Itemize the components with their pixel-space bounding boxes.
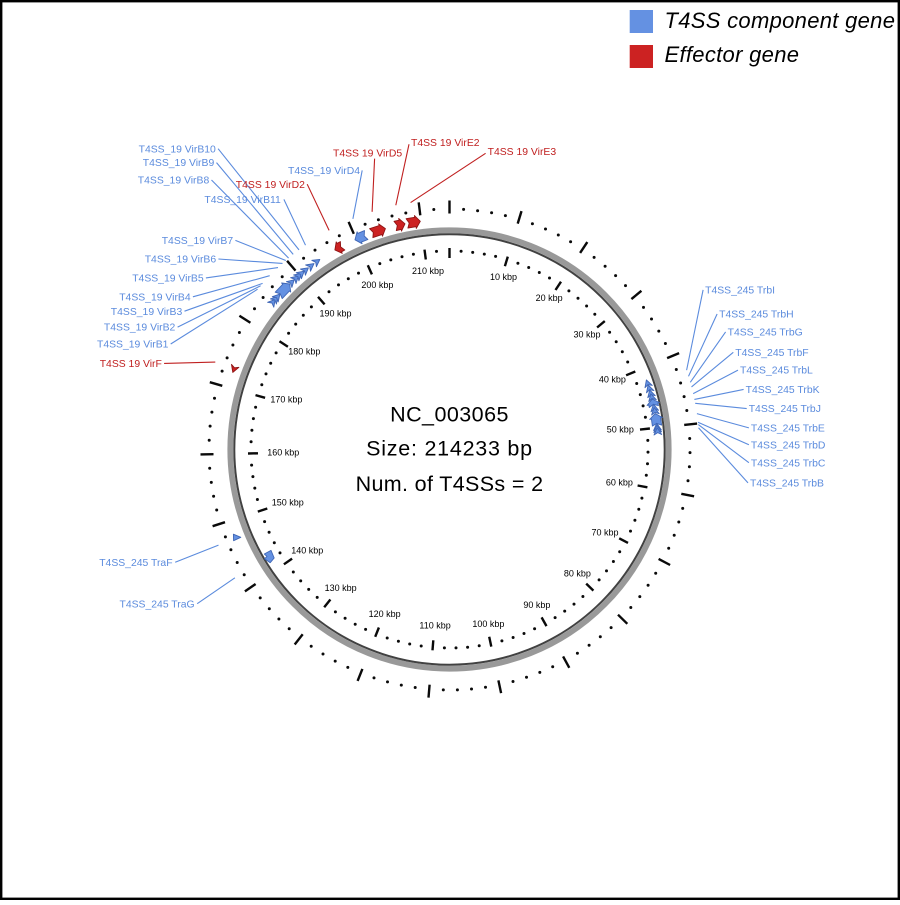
svg-text:180 kbp: 180 kbp: [288, 347, 320, 357]
svg-text:T4SS 19 VirE2: T4SS 19 VirE2: [411, 138, 480, 149]
svg-text:T4SS_245 TrbG: T4SS_245 TrbG: [728, 328, 803, 339]
svg-text:T4SS_19 VirD4: T4SS_19 VirD4: [288, 166, 360, 177]
svg-text:T4SS_19 VirB1: T4SS_19 VirB1: [97, 340, 169, 351]
svg-text:T4SS_245 TrbH: T4SS_245 TrbH: [719, 310, 794, 321]
svg-text:T4SS_19 VirB6: T4SS_19 VirB6: [145, 255, 217, 266]
svg-text:T4SS_19 VirB9: T4SS_19 VirB9: [143, 158, 215, 169]
svg-text:T4SS_19 VirB2: T4SS_19 VirB2: [104, 323, 176, 334]
svg-text:T4SS_245 TrbE: T4SS_245 TrbE: [751, 424, 825, 435]
svg-text:T4SS_19 VirB7: T4SS_19 VirB7: [162, 236, 234, 247]
svg-text:200 kbp: 200 kbp: [361, 280, 393, 290]
svg-text:160 kbp: 160 kbp: [267, 448, 299, 458]
svg-text:60 kbp: 60 kbp: [606, 478, 633, 488]
svg-text:T4SS_245 TrbL: T4SS_245 TrbL: [740, 366, 813, 377]
svg-text:Effector gene: Effector gene: [665, 42, 800, 67]
svg-text:T4SS_245 TrbB: T4SS_245 TrbB: [750, 479, 824, 490]
svg-text:T4SS_245 TrbJ: T4SS_245 TrbJ: [749, 404, 821, 415]
svg-text:10 kbp: 10 kbp: [490, 272, 517, 282]
svg-text:70 kbp: 70 kbp: [592, 528, 619, 538]
svg-text:T4SS_245 TraF: T4SS_245 TraF: [99, 558, 172, 569]
svg-text:T4SS_19 VirB5: T4SS_19 VirB5: [132, 274, 204, 285]
svg-text:T4SS_19 VirB8: T4SS_19 VirB8: [138, 176, 210, 187]
svg-text:40 kbp: 40 kbp: [599, 375, 626, 385]
svg-text:190 kbp: 190 kbp: [320, 308, 352, 318]
svg-text:170 kbp: 170 kbp: [270, 395, 302, 405]
svg-text:T4SS 19 VirF: T4SS 19 VirF: [100, 359, 162, 370]
svg-text:210 kbp: 210 kbp: [412, 266, 444, 276]
svg-text:110 kbp: 110 kbp: [419, 621, 450, 631]
svg-text:T4SS_245 TrbC: T4SS_245 TrbC: [751, 458, 826, 469]
svg-text:130 kbp: 130 kbp: [325, 583, 357, 593]
svg-text:T4SS_245 TrbD: T4SS_245 TrbD: [751, 440, 826, 451]
svg-text:T4SS component gene: T4SS component gene: [665, 8, 896, 33]
svg-text:80 kbp: 80 kbp: [564, 569, 591, 579]
svg-text:T4SS_245 TrbF: T4SS_245 TrbF: [735, 348, 808, 359]
svg-text:50 kbp: 50 kbp: [607, 424, 634, 434]
svg-text:T4SS_19 VirB3: T4SS_19 VirB3: [111, 307, 183, 318]
svg-text:T4SS 19 VirD5: T4SS 19 VirD5: [333, 149, 402, 160]
svg-text:Size: 214233 bp: Size: 214233 bp: [366, 436, 533, 460]
svg-text:120 kbp: 120 kbp: [369, 609, 401, 619]
svg-text:90 kbp: 90 kbp: [523, 600, 550, 610]
svg-text:T4SS 19 VirE3: T4SS 19 VirE3: [488, 147, 557, 158]
svg-text:150 kbp: 150 kbp: [272, 498, 304, 508]
svg-text:T4SS 19 VirD2: T4SS 19 VirD2: [236, 180, 305, 191]
svg-text:NC_003065: NC_003065: [390, 402, 509, 426]
svg-text:T4SS_245 TrbK: T4SS_245 TrbK: [746, 385, 820, 396]
svg-text:20 kbp: 20 kbp: [536, 293, 563, 303]
svg-text:T4SS_245 TraG: T4SS_245 TraG: [120, 599, 195, 610]
svg-text:T4SS_19 VirB11: T4SS_19 VirB11: [204, 195, 281, 206]
svg-text:100 kbp: 100 kbp: [472, 619, 504, 629]
svg-text:T4SS_19 VirB10: T4SS_19 VirB10: [139, 144, 216, 155]
svg-text:Num. of T4SSs = 2: Num. of T4SSs = 2: [356, 472, 544, 496]
svg-text:140 kbp: 140 kbp: [291, 545, 323, 555]
svg-text:30 kbp: 30 kbp: [574, 330, 601, 340]
svg-text:T4SS_19 VirB4: T4SS_19 VirB4: [119, 292, 191, 303]
svg-text:T4SS_245 TrbI: T4SS_245 TrbI: [705, 286, 775, 297]
